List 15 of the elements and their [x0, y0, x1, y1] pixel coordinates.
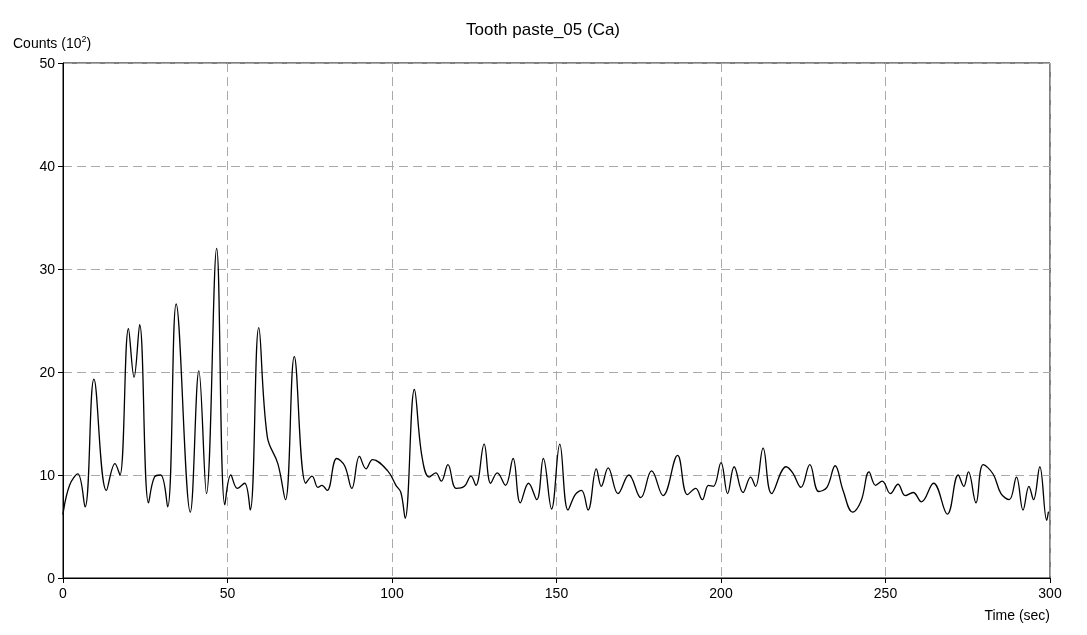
- chart-title: Tooth paste_05 (Ca): [465, 20, 621, 39]
- y-tick-label: 10: [39, 467, 56, 483]
- x-tick-label: 0: [59, 585, 68, 601]
- x-tick-label: 100: [380, 585, 404, 601]
- x-tick-label: 200: [709, 585, 733, 601]
- y-tick-label: 30: [39, 261, 56, 277]
- y-tick-label: 40: [39, 158, 56, 174]
- y-tick-label: 0: [47, 570, 56, 586]
- x-tick-label: 300: [1038, 585, 1062, 601]
- y-tick-label: 20: [39, 364, 56, 380]
- x-axis-title: Time (sec): [984, 607, 1050, 623]
- y-tick-label: 50: [39, 55, 56, 71]
- x-tick-label: 150: [544, 585, 569, 601]
- x-tick-label: 250: [873, 585, 898, 601]
- x-tick-label: 50: [219, 585, 236, 601]
